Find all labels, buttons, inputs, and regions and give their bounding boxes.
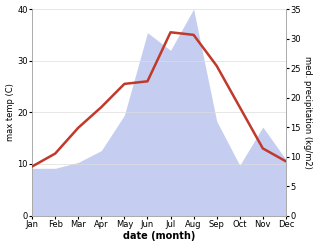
X-axis label: date (month): date (month) [123,231,195,242]
Y-axis label: med. precipitation (kg/m2): med. precipitation (kg/m2) [303,56,313,169]
Y-axis label: max temp (C): max temp (C) [5,83,15,141]
